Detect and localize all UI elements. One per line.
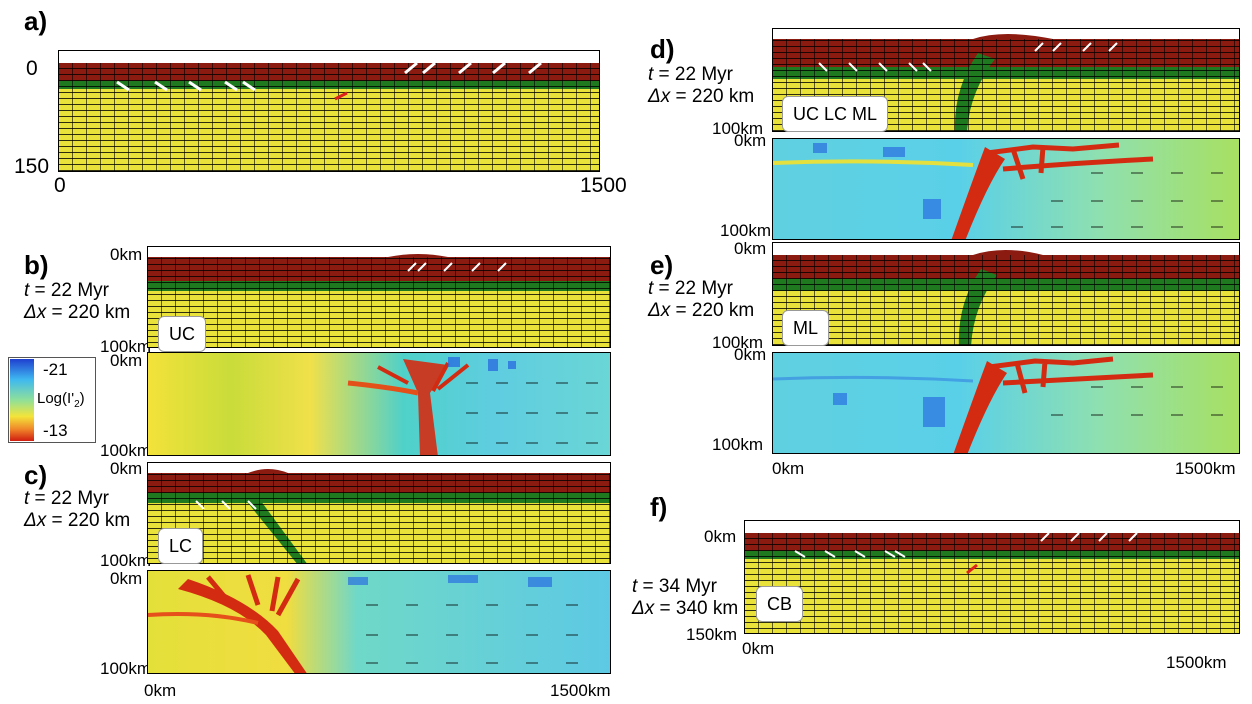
colorbar-title: Log(I'2) [37, 390, 85, 410]
panel-d-label: d) [650, 34, 675, 64]
panel-a-svg [59, 51, 599, 171]
panel-e-time: t = 22 Myr [648, 278, 734, 299]
panel-a-label: a) [24, 6, 48, 36]
panel-e-material [772, 242, 1240, 346]
panel-b-y-top: 0km [110, 245, 143, 264]
panel-b-label: b) [24, 250, 49, 280]
panel-e-tag: ML [782, 310, 830, 346]
panel-c-material [147, 462, 611, 564]
colorbar-max: -21 [43, 360, 68, 379]
panel-c-offset: Δx = 220 km [24, 510, 131, 531]
panel-c-strain-y-top: 0km [110, 569, 143, 588]
panel-d-strain [772, 138, 1240, 240]
panel-b-time: t = 22 Myr [24, 280, 110, 301]
panel-c-y-bottom: 100km [100, 551, 152, 570]
panel-d-strain-y-bottom: 100km [720, 221, 772, 240]
panel-d-time: t = 22 Myr [648, 64, 734, 85]
panel-c-x-right: 1500km [550, 681, 611, 700]
panel-f-time: t = 34 Myr [632, 576, 718, 597]
panel-e-strain-y-top: 0km [734, 345, 767, 364]
colorbar-min: -13 [43, 421, 68, 440]
panel-e-y-top: 0km [734, 239, 767, 258]
panel-c-tag: LC [158, 528, 204, 564]
panel-e-label: e) [650, 250, 674, 280]
panel-c-time: t = 22 Myr [24, 488, 110, 509]
panel-e-x-left: 0km [772, 459, 805, 478]
panel-e-offset: Δx = 220 km [648, 300, 755, 321]
panel-d-offset: Δx = 220 km [648, 86, 755, 107]
panel-e-x-right: 1500km [1175, 459, 1236, 478]
panel-f-x-left: 0km [742, 639, 775, 658]
panel-e-strain [772, 352, 1240, 454]
panel-c-x-left: 0km [144, 681, 177, 700]
panel-e-y-bottom: 100km [712, 333, 764, 352]
panel-a-x-right: 1500 [580, 174, 627, 197]
colorbar: -21 Log(I'2) -13 [8, 357, 96, 443]
panel-c-strain [147, 570, 611, 674]
panel-f-offset: Δx = 340 km [632, 598, 739, 619]
panel-b-strain-y-bottom: 100km [100, 441, 152, 460]
panel-e-strain-y-bottom: 100km [712, 435, 764, 454]
panel-c-strain-y-bottom: 100km [100, 659, 152, 678]
panel-d-tag: UC LC ML [782, 96, 889, 132]
panel-f-material [744, 520, 1240, 634]
panel-d-material [772, 28, 1240, 132]
panel-b-y-bottom: 100km [100, 337, 152, 356]
panel-b-material [147, 246, 611, 348]
panel-b-strain-y-top: 0km [110, 351, 143, 370]
panel-f-tag: CB [756, 586, 804, 622]
panel-a-x-left: 0 [54, 174, 66, 197]
panel-f-y-top: 0km [704, 527, 737, 546]
panel-a-y-bottom: 150 [14, 155, 50, 178]
panel-c-label: c) [24, 460, 48, 490]
panel-d-y-bottom: 100km [712, 119, 764, 138]
panel-b-offset: Δx = 220 km [24, 302, 131, 323]
panel-a-model-setup [58, 50, 600, 172]
panel-c-y-top: 0km [110, 459, 143, 478]
panel-f-y-bottom: 150km [686, 625, 738, 644]
panel-f-label: f) [650, 492, 668, 522]
panel-b-strain [147, 352, 611, 456]
panel-a-y-top: 0 [26, 57, 38, 80]
panel-b-tag: UC [158, 316, 206, 352]
panel-f-x-right: 1500km [1166, 653, 1227, 672]
panel-d-strain-y-top: 0km [734, 131, 767, 150]
